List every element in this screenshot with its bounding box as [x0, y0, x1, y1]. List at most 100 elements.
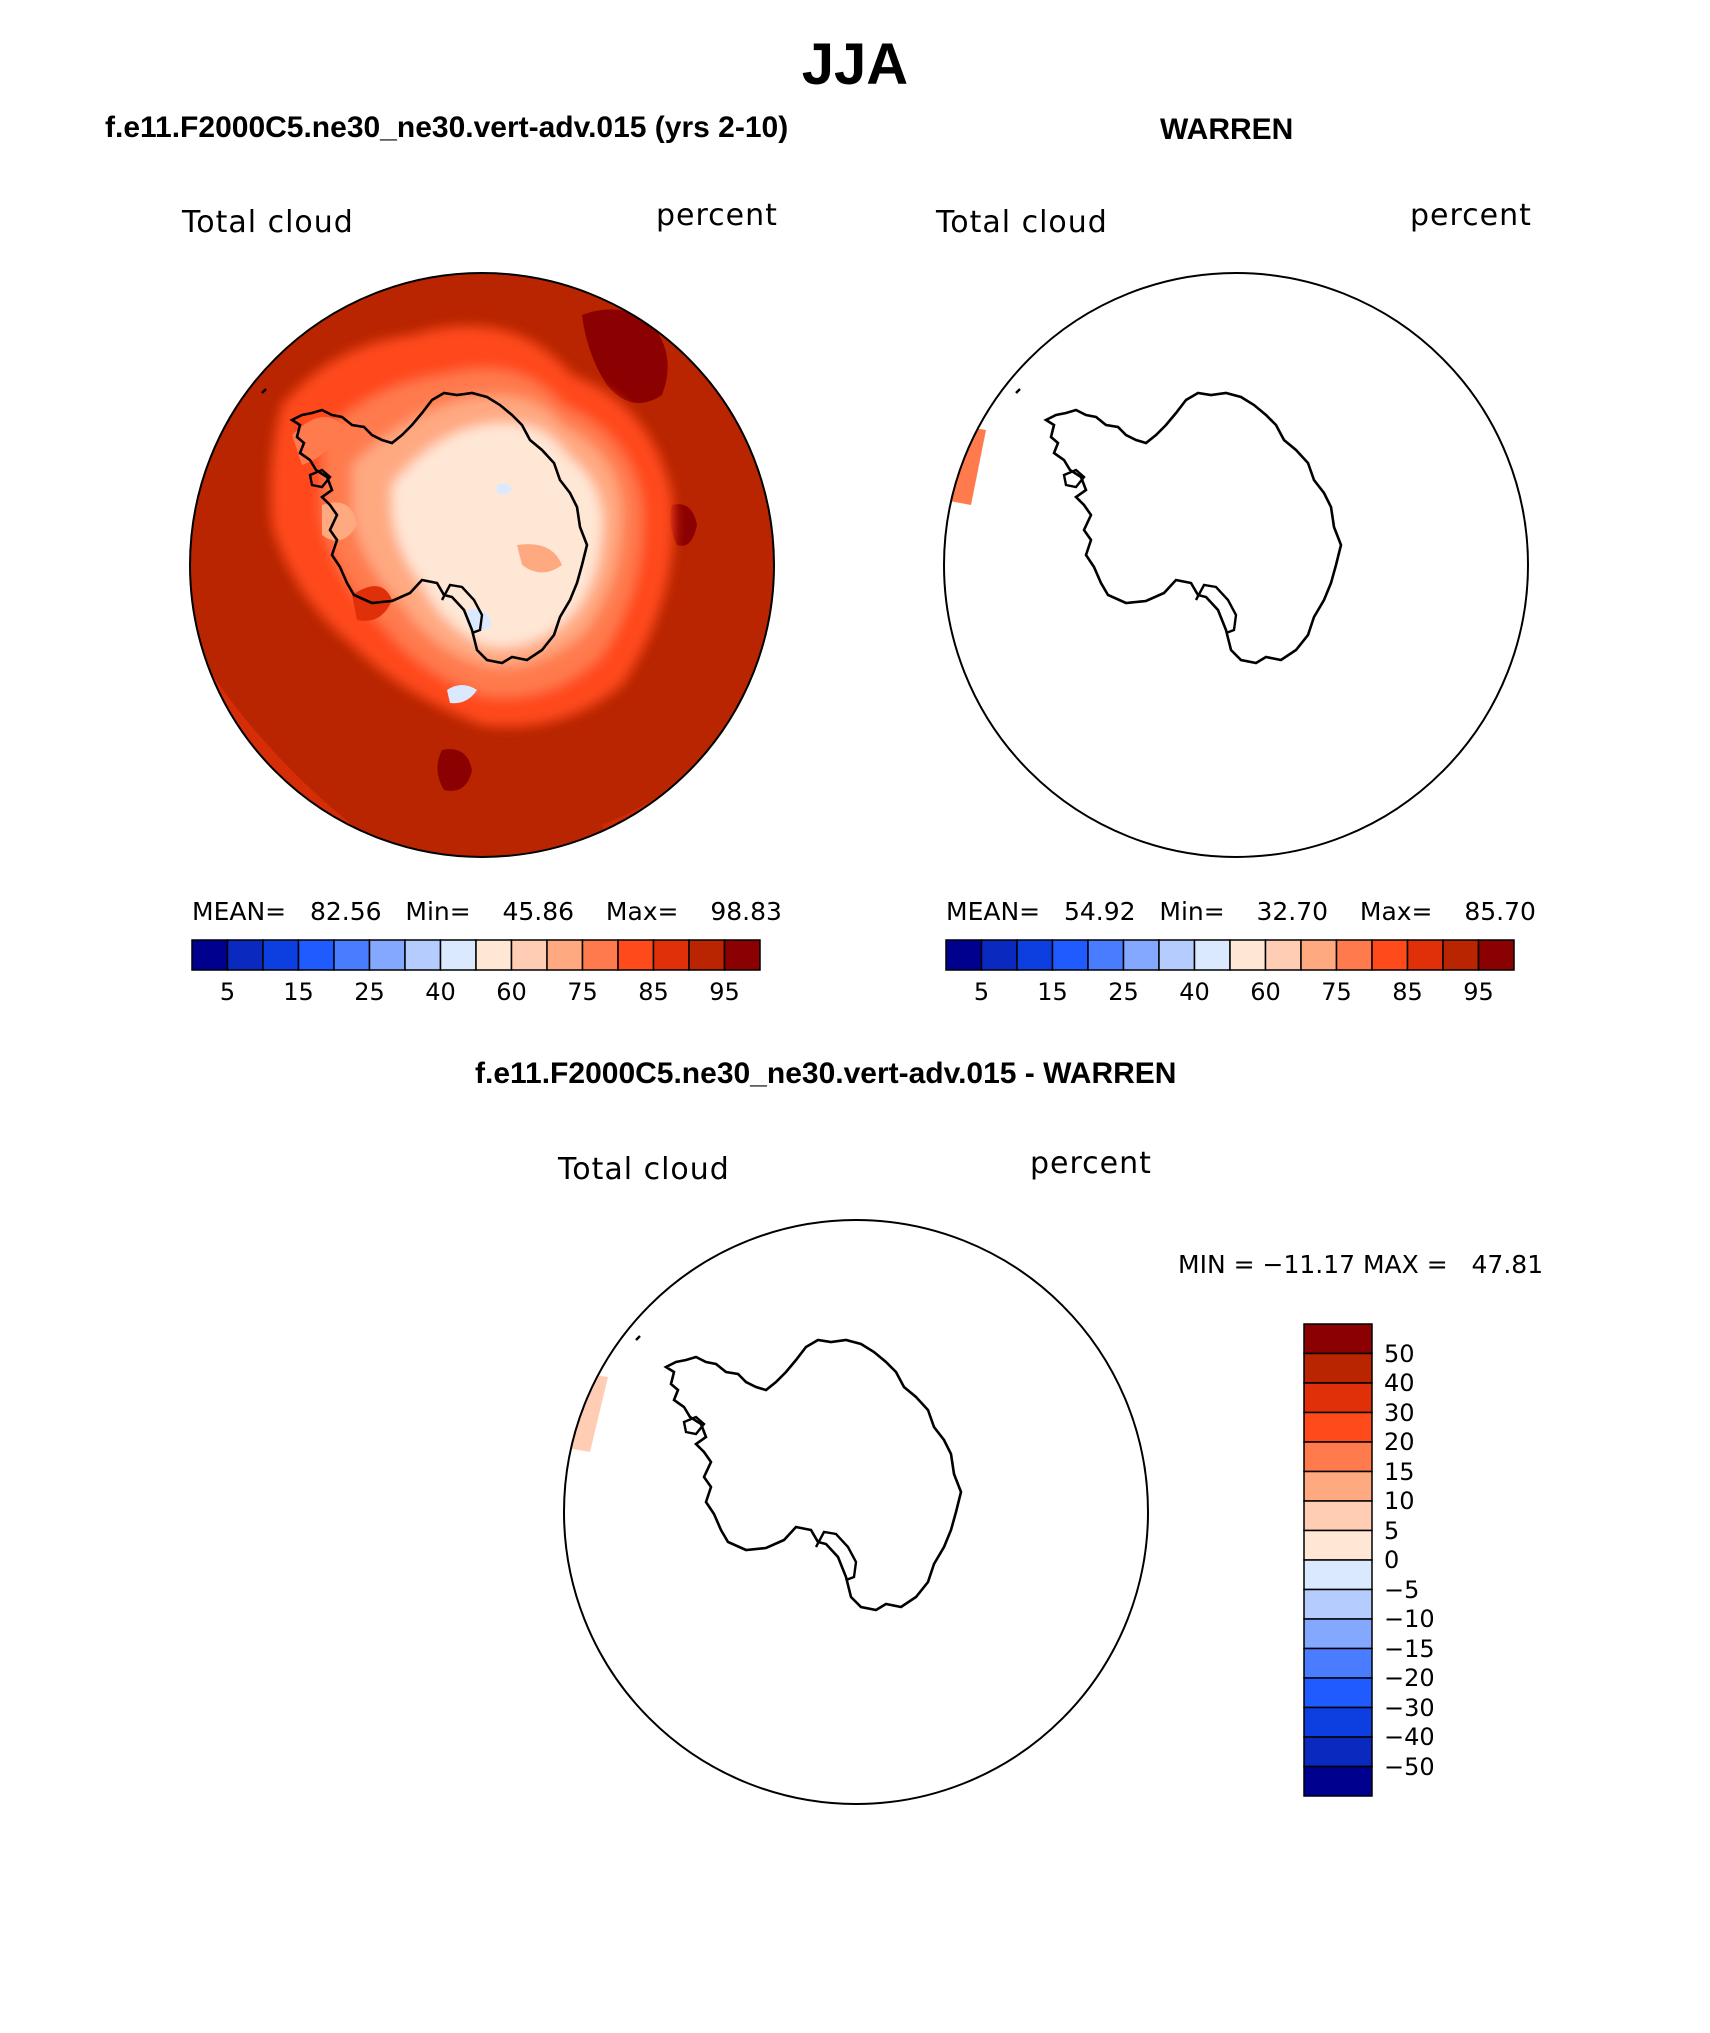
obs-colorbar-swatch — [1122, 939, 1160, 971]
obs-colorbar-tick-label: 25 — [1108, 978, 1139, 1006]
obs-mean-value: 54.92 — [1063, 897, 1136, 926]
model-units: percent — [656, 198, 778, 233]
obs-colorbar-swatch — [1371, 939, 1409, 971]
diff-colorbar-swatch — [1303, 1559, 1373, 1591]
diff-colorbar-swatch — [1303, 1588, 1373, 1620]
model-colorbar-swatch — [581, 939, 619, 971]
diff-colorbar-swatch — [1303, 1441, 1373, 1473]
diff-colorbar-tick-label: 40 — [1384, 1369, 1415, 1397]
model-colorbar-swatch — [297, 939, 335, 971]
diff-stats: MIN = −11.17 MAX = 47.81 — [1178, 1250, 1543, 1280]
model-mean-label: MEAN= — [192, 897, 287, 926]
model-colorbar-swatch — [262, 939, 300, 971]
obs-colorbar-swatch — [1264, 939, 1302, 971]
diff-colorbar-swatch — [1303, 1382, 1373, 1414]
diff-colorbar-swatches — [1303, 1323, 1373, 1797]
model-colorbar-swatch — [546, 939, 584, 971]
obs-colorbar-tick-label: 60 — [1250, 978, 1281, 1006]
obs-mean-label: MEAN= — [946, 897, 1041, 926]
obs-colorbar-swatch — [1051, 939, 1089, 971]
model-colorbar-tick-label: 60 — [496, 978, 527, 1006]
model-colorbar-tick-label: 85 — [638, 978, 669, 1006]
model-map — [189, 272, 775, 858]
diff-colorbar-tick-label: 30 — [1384, 1398, 1415, 1427]
model-min-label: Min= — [405, 897, 471, 926]
obs-min-value: 32.70 — [1256, 897, 1329, 926]
diff-colorbar-swatch — [1303, 1529, 1373, 1561]
diff-var-label: Total cloud — [558, 1152, 730, 1187]
diff-colorbar-tick-label: −30 — [1384, 1693, 1435, 1722]
obs-colorbar-ticks: 5 15 25 40 60 75 85 95 — [946, 978, 1514, 1008]
obs-colorbar-swatch — [1406, 939, 1444, 971]
diff-colorbar-swatch — [1303, 1470, 1373, 1502]
obs-panel-title: WARREN — [1160, 113, 1294, 146]
diff-max-value: 47.81 — [1471, 1250, 1544, 1279]
diff-colorbar-swatch — [1303, 1736, 1373, 1768]
obs-colorbar-swatches — [945, 939, 1515, 971]
model-colorbar-swatch — [617, 939, 655, 971]
model-max-label: Max= — [605, 897, 679, 926]
diff-colorbar-tick-label: 50 — [1384, 1339, 1415, 1368]
diff-colorbar-tick-label: −5 — [1384, 1575, 1420, 1604]
obs-colorbar-swatch — [1158, 939, 1196, 971]
model-colorbar-swatches — [191, 939, 761, 971]
obs-colorbar-swatch — [980, 939, 1018, 971]
obs-max-label: Max= — [1359, 897, 1433, 926]
model-colorbar-tick-label: 40 — [425, 978, 456, 1006]
diff-panel-title: f.e11.F2000C5.ne30_ne30.vert-adv.015 - W… — [475, 1057, 1177, 1090]
obs-colorbar-tick-label: 95 — [1463, 978, 1494, 1006]
obs-colorbar-swatch — [1087, 939, 1125, 971]
obs-units: percent — [1410, 198, 1532, 233]
figure-title: JJA — [801, 32, 909, 97]
obs-colorbar-swatch — [1300, 939, 1338, 971]
model-colorbar-tick-label: 75 — [567, 978, 598, 1006]
diff-colorbar-tick-label: −20 — [1384, 1664, 1435, 1692]
obs-colorbar-tick-label: 75 — [1321, 978, 1352, 1006]
obs-colorbar-swatch — [1442, 939, 1480, 971]
obs-colorbar-swatch — [1477, 939, 1515, 971]
obs-colorbar-swatch — [1335, 939, 1373, 971]
model-stats: MEAN= 82.56 Min= 45.86 Max= 98.83 — [192, 897, 782, 927]
diff-colorbar-swatch — [1303, 1500, 1373, 1532]
diff-colorbar-tick-label: −15 — [1384, 1634, 1435, 1663]
obs-colorbar-tick-label: 5 — [973, 978, 990, 1006]
diff-colorbar-swatch — [1303, 1647, 1373, 1679]
diff-units: percent — [1030, 1146, 1152, 1181]
obs-var-label: Total cloud — [936, 205, 1108, 240]
model-var-label: Total cloud — [182, 205, 354, 240]
diff-colorbar-tick-label: 10 — [1384, 1487, 1415, 1515]
obs-colorbar — [945, 939, 1515, 971]
model-colorbar-tick-label: 25 — [354, 978, 385, 1006]
model-colorbar — [191, 939, 761, 971]
model-colorbar-swatch — [226, 939, 264, 971]
diff-colorbar-tick-label: 5 — [1384, 1516, 1400, 1545]
diff-colorbar-swatch — [1303, 1706, 1373, 1738]
model-colorbar-swatch — [688, 939, 726, 971]
diff-colorbar — [1303, 1323, 1373, 1797]
diff-colorbar-swatch — [1303, 1352, 1373, 1384]
diff-colorbar-tick-label: 0 — [1384, 1546, 1400, 1574]
diff-colorbar-swatch — [1303, 1411, 1373, 1443]
diff-colorbar-tick-label: 15 — [1384, 1457, 1415, 1486]
obs-colorbar-tick-label: 85 — [1392, 978, 1423, 1006]
model-colorbar-tick-label: 95 — [709, 978, 740, 1006]
model-colorbar-swatch — [652, 939, 690, 971]
diff-map — [563, 1219, 1149, 1805]
model-colorbar-swatch — [368, 939, 406, 971]
diff-colorbar-swatch — [1303, 1323, 1373, 1355]
model-colorbar-swatch — [510, 939, 548, 971]
diff-colorbar-tick-label: −10 — [1384, 1605, 1435, 1633]
diff-colorbar-swatch — [1303, 1618, 1373, 1650]
model-colorbar-swatch — [333, 939, 371, 971]
model-colorbar-swatch — [475, 939, 513, 971]
obs-map — [943, 272, 1529, 858]
model-min-value: 45.86 — [502, 897, 575, 926]
obs-colorbar-swatch — [1229, 939, 1267, 971]
model-colorbar-swatch — [191, 939, 229, 971]
obs-colorbar-swatch — [1193, 939, 1231, 971]
model-colorbar-swatch — [404, 939, 442, 971]
obs-min-label: Min= — [1159, 897, 1225, 926]
model-mean-value: 82.56 — [309, 897, 382, 926]
diff-colorbar-tick-label: −50 — [1384, 1752, 1435, 1781]
model-colorbar-swatch — [439, 939, 477, 971]
